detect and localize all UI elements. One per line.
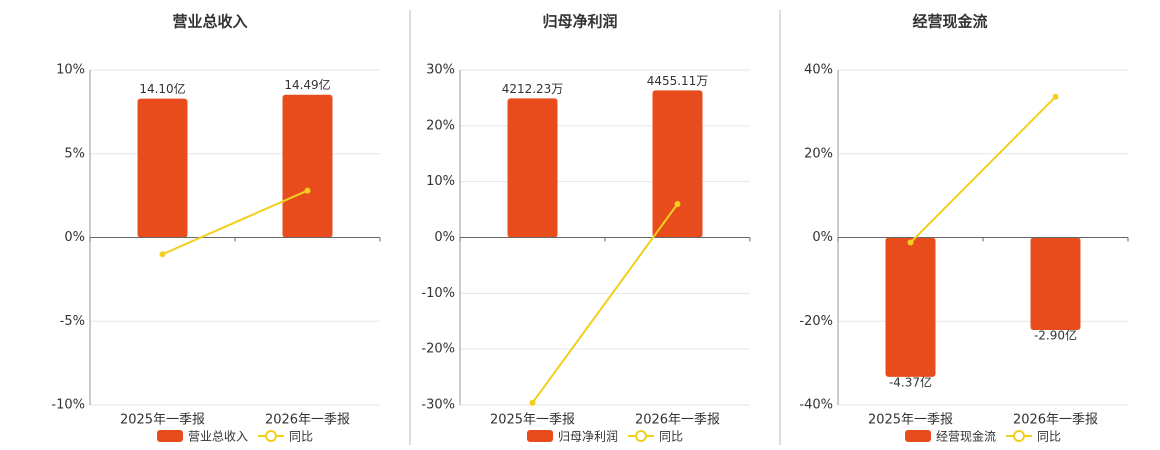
data-label: 4212.23万 [502,82,564,96]
y-tick-label: -10% [51,398,85,413]
y-tick-label: -40% [799,398,833,413]
x-tick-label: 2026年一季报 [265,413,350,428]
legend-label: 同比 [289,430,313,444]
y-tick-label: -20% [799,314,833,329]
data-label: -4.37亿 [889,374,932,389]
x-tick-label: 2026年一季报 [1013,413,1098,428]
point [907,239,914,246]
bar [885,237,936,377]
legend-swatch [905,430,931,442]
point [529,399,536,406]
line [531,203,679,404]
data-label: -2.90亿 [1034,328,1077,343]
chart-title: 经营现金流 [912,13,987,31]
x-tick-label: 2025年一季报 [868,413,953,428]
data-label: 4455.11万 [647,74,709,88]
point [674,201,681,207]
legend-swatch [527,430,553,442]
bar [282,94,333,238]
bar [507,98,558,238]
point [159,251,166,258]
y-tick-label: -5% [60,314,85,329]
legend-label: 营业总收入 [188,430,248,444]
y-tick-label: 20% [804,146,833,161]
legend-swatch [157,430,183,442]
legend-marker [1013,430,1026,442]
legend-label: 经营现金流 [936,429,996,444]
y-tick-label: 10% [426,174,455,189]
legend-marker [265,430,278,442]
x-tick-label: 2025年一季报 [120,413,205,428]
bar [137,98,188,238]
x-tick-label: 2025年一季报 [490,413,575,428]
legend-label: 同比 [1037,430,1061,444]
y-tick-label: 0% [434,230,455,245]
legend-label: 归母净利润 [558,430,618,444]
y-tick-label: -30% [421,398,455,413]
line [162,189,308,256]
y-tick-label: -20% [421,342,455,357]
bar [652,90,703,238]
bar [1030,237,1081,331]
y-tick-label: 5% [64,146,85,161]
y-tick-label: 10% [56,63,85,78]
point [1052,93,1059,100]
chart-title: 归母净利润 [542,13,617,31]
x-tick-label: 2026年一季报 [635,413,720,428]
y-tick-label: 0% [64,230,85,245]
legend-label: 同比 [659,430,683,444]
y-tick-label: 0% [812,230,833,245]
line [909,96,1057,244]
legend-marker [635,430,648,442]
y-tick-label: 40% [804,63,833,78]
chart-title: 营业总收入 [172,13,247,31]
point [304,187,311,194]
y-tick-label: 20% [426,118,455,133]
data-label: 14.49亿 [284,77,330,92]
y-tick-label: 30% [426,63,455,78]
data-label: 14.10亿 [139,81,185,96]
y-tick-label: -10% [421,286,455,301]
